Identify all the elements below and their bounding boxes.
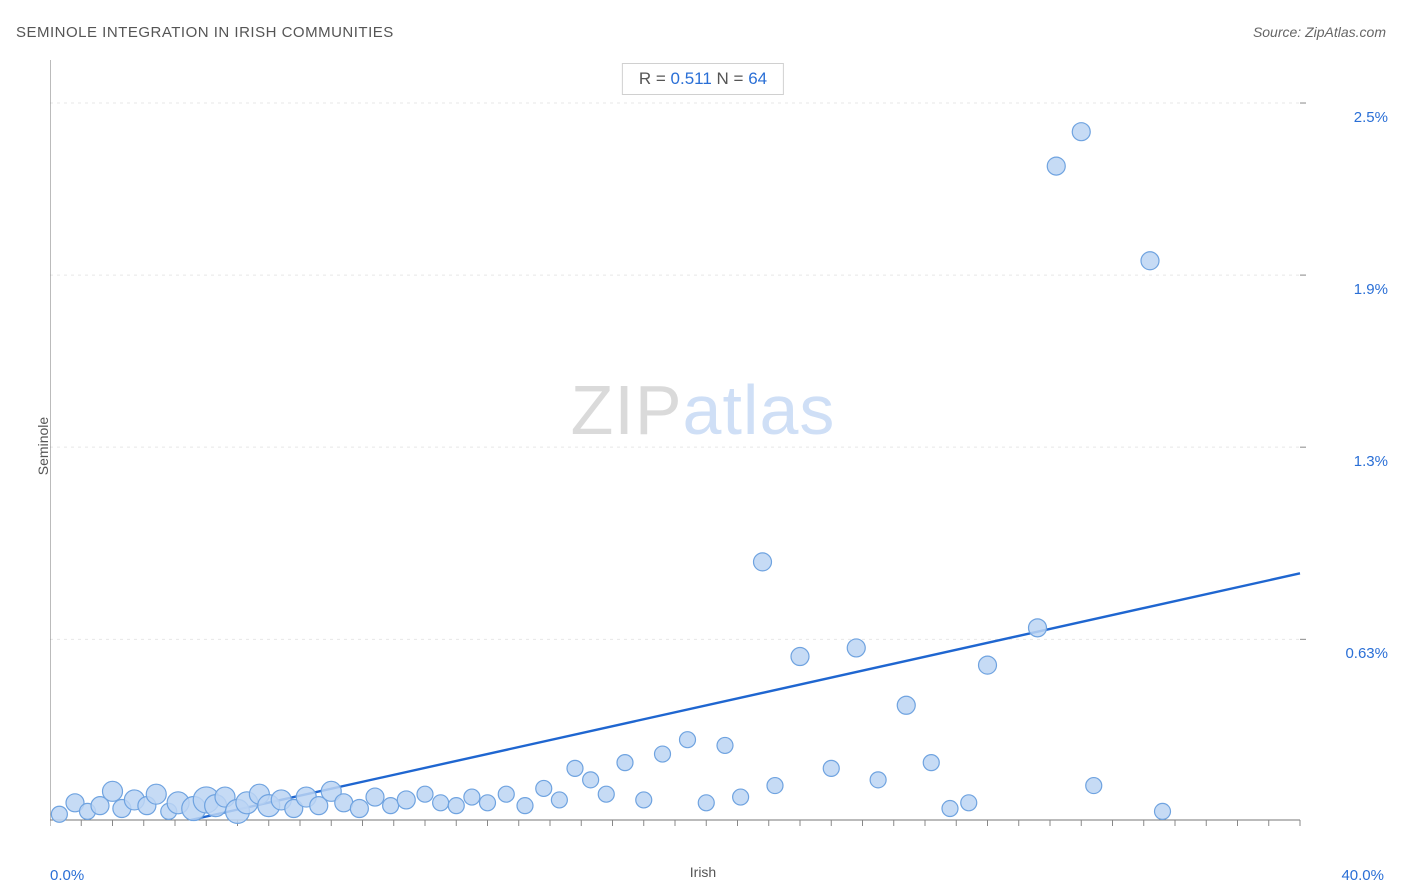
y-tick-label-0: 0.63% — [1345, 645, 1388, 662]
y-tick-label-2: 1.9% — [1354, 281, 1388, 298]
scatter-svg — [50, 60, 1340, 840]
r-value: 0.511 — [671, 69, 712, 88]
n-value: 64 — [748, 69, 767, 88]
x-axis-label: Irish — [690, 864, 716, 880]
plot-area — [50, 60, 1340, 840]
r-label: R = — [639, 69, 671, 88]
x-min-label: 0.0% — [50, 867, 84, 884]
stats-box: R = 0.511 N = 64 — [622, 63, 784, 95]
chart-title: SEMINOLE INTEGRATION IN IRISH COMMUNITIE… — [16, 24, 394, 41]
n-label: N = — [717, 69, 749, 88]
y-axis-label: Seminole — [35, 417, 51, 475]
x-max-label: 40.0% — [1341, 867, 1384, 884]
chart-container: SEMINOLE INTEGRATION IN IRISH COMMUNITIE… — [0, 0, 1406, 892]
y-tick-label-3: 2.5% — [1354, 109, 1388, 126]
chart-source: Source: ZipAtlas.com — [1253, 24, 1386, 40]
y-tick-label-1: 1.3% — [1354, 453, 1388, 470]
